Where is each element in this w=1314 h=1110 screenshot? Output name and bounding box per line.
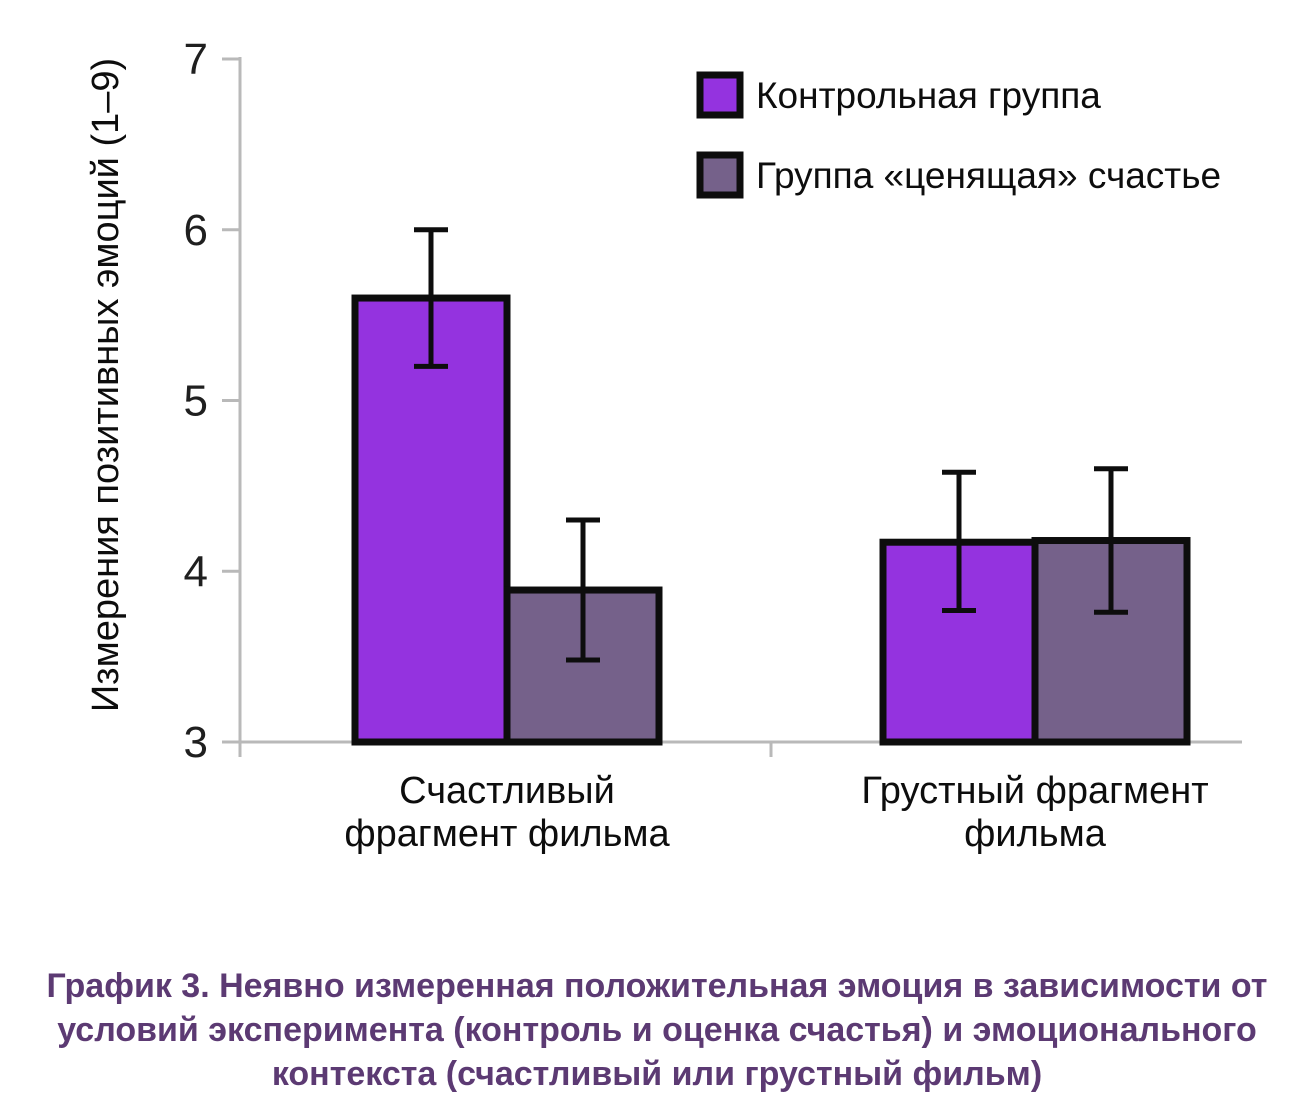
bar-series-0-category-0 <box>351 294 511 746</box>
caption-line-3: контекста (счастливый или грустный фильм… <box>271 1055 1043 1093</box>
x-category-label-1-line-1: фильма <box>964 813 1107 855</box>
y-axis-title: Измерения позитивных эмоций (1–9) <box>85 58 127 712</box>
caption-line-2: условий эксперимента (контроль и оценка … <box>57 1011 1257 1049</box>
x-category-label-1-line-0: Грустный фрагмент <box>861 770 1208 812</box>
bar-chart: 3 4 5 6 7 Контрольная группа Группа «ценящая» … <box>85 35 1242 855</box>
legend-label-1: Группа «ценящая» счастье <box>756 155 1221 196</box>
y-tick-label-4: 4 <box>184 547 208 596</box>
y-tick-label-6: 6 <box>184 206 208 255</box>
legend-label-0: Контрольная группа <box>756 75 1101 116</box>
caption-line-1: График 3. Неявно измеренная положительна… <box>46 967 1268 1005</box>
legend-swatch-0 <box>696 71 744 119</box>
figure-caption: График 3. Неявно измеренная положительна… <box>0 964 1314 1096</box>
y-tick-label-5: 5 <box>184 377 208 426</box>
legend-swatch-1 <box>696 151 744 199</box>
y-tick-label-3: 3 <box>184 718 208 767</box>
x-category-label-0-line-0: Счастливый <box>399 770 615 812</box>
x-category-label-0-line-1: фрагмент фильма <box>344 813 670 855</box>
y-tick-label-7: 7 <box>184 35 208 84</box>
